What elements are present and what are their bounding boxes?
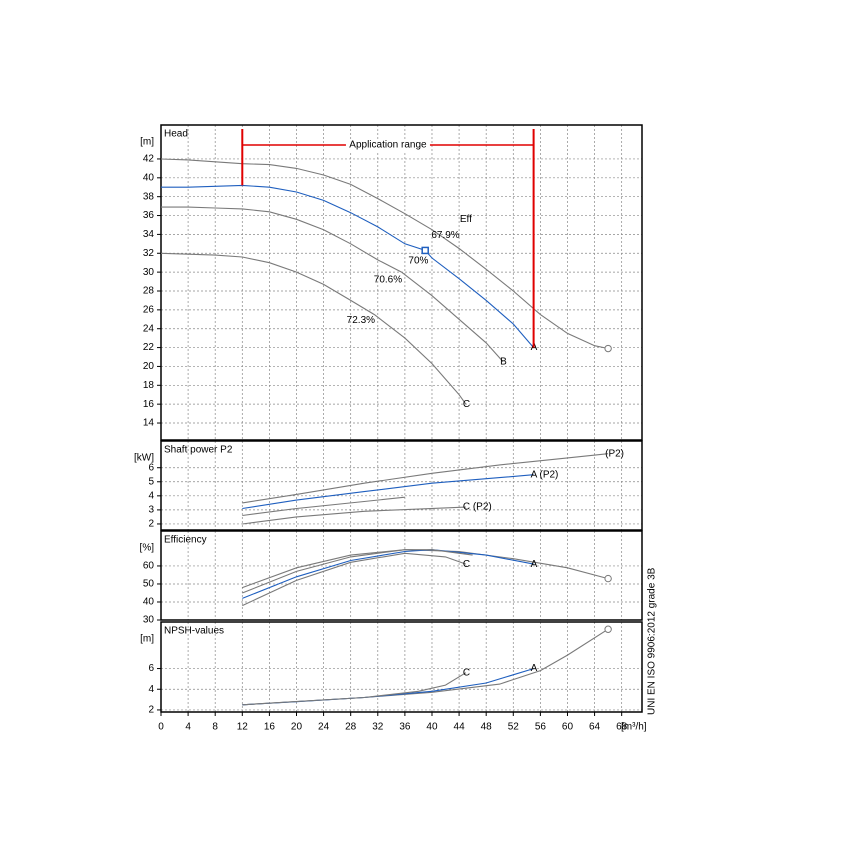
range-label-bg bbox=[345, 139, 430, 151]
x-tick-label: 28 bbox=[345, 722, 357, 733]
y-tick-label: 6 bbox=[148, 462, 154, 473]
y-tick-label: 16 bbox=[143, 399, 155, 410]
end-marker bbox=[604, 574, 612, 583]
annotation: 70.6% bbox=[374, 274, 402, 285]
x-tick-label: 16 bbox=[264, 722, 276, 733]
y-tick-label: 42 bbox=[143, 154, 155, 165]
x-tick-label: 64 bbox=[589, 722, 601, 733]
curve bbox=[242, 506, 466, 525]
panel-title: Efficiency bbox=[164, 535, 207, 546]
x-tick-label: 48 bbox=[481, 722, 493, 733]
range-label: Application range bbox=[349, 140, 427, 151]
curve bbox=[242, 453, 609, 504]
panel-title: NPSH-values bbox=[164, 626, 224, 637]
y-tick-label: 32 bbox=[143, 248, 155, 259]
x-tick-label: 40 bbox=[426, 722, 438, 733]
y-tick-label: 6 bbox=[148, 663, 154, 674]
panel-frame bbox=[160, 621, 643, 713]
y-tick-label: 14 bbox=[143, 418, 155, 429]
x-tick-label: 56 bbox=[535, 722, 547, 733]
curve bbox=[242, 552, 467, 607]
annotation: 67.9% bbox=[431, 230, 459, 241]
y-tick-label: 20 bbox=[143, 361, 155, 372]
x-tick-label: 20 bbox=[291, 722, 303, 733]
curve-label: A (P2) bbox=[531, 469, 559, 480]
panel-frame bbox=[160, 440, 643, 531]
y-unit: [kW] bbox=[134, 453, 154, 464]
curve-label: C bbox=[463, 667, 470, 678]
curve bbox=[242, 549, 609, 589]
curve-label: C bbox=[463, 399, 470, 410]
curve bbox=[160, 158, 609, 350]
curve bbox=[242, 474, 534, 510]
curve bbox=[242, 672, 467, 706]
y-tick-label: 4 bbox=[148, 684, 154, 695]
y-tick-label: 28 bbox=[143, 286, 155, 297]
curve-label: C bbox=[463, 559, 470, 570]
x-tick-label: 52 bbox=[508, 722, 520, 733]
panel-title: Shaft power P2 bbox=[164, 445, 233, 456]
x-tick-label: 32 bbox=[372, 722, 384, 733]
curve-label: C (P2) bbox=[463, 502, 492, 513]
curve-label: A bbox=[531, 559, 538, 570]
y-tick-label: 40 bbox=[143, 172, 155, 183]
annotation: Eff bbox=[460, 214, 472, 225]
y-tick-label: 2 bbox=[148, 705, 154, 716]
x-tick-label: 12 bbox=[237, 722, 249, 733]
curve-label: A bbox=[531, 342, 538, 353]
y-tick-label: 34 bbox=[143, 229, 155, 240]
y-tick-label: 30 bbox=[143, 615, 155, 626]
x-tick-label: 36 bbox=[399, 722, 411, 733]
curve-label: (P2) bbox=[605, 448, 624, 459]
y-tick-label: 60 bbox=[143, 561, 155, 572]
x-tick-label: 8 bbox=[212, 722, 218, 733]
curve bbox=[242, 549, 534, 599]
y-unit: [m] bbox=[140, 137, 154, 148]
end-marker bbox=[604, 344, 612, 353]
panel-frame bbox=[160, 124, 643, 441]
panel-frame bbox=[160, 530, 643, 621]
curve bbox=[161, 184, 535, 348]
x-tick-label: 0 bbox=[158, 722, 164, 733]
y-tick-label: 30 bbox=[143, 267, 155, 278]
y-tick-label: 38 bbox=[143, 191, 155, 202]
y-tick-label: 22 bbox=[143, 342, 155, 353]
x-tick-label: 44 bbox=[454, 722, 466, 733]
y-tick-label: 2 bbox=[148, 519, 154, 530]
y-unit: [m] bbox=[140, 634, 154, 645]
y-tick-label: 24 bbox=[143, 323, 155, 334]
panel-title: Head bbox=[164, 129, 188, 140]
x-unit: [m³/h] bbox=[621, 722, 647, 733]
x-tick-label: 60 bbox=[562, 722, 574, 733]
x-tick-label: 24 bbox=[318, 722, 330, 733]
curve bbox=[161, 206, 504, 363]
end-marker bbox=[604, 625, 612, 633]
y-tick-label: 18 bbox=[143, 380, 155, 391]
y-unit: [%] bbox=[140, 543, 155, 554]
standard-note: UNI EN ISO 9906:2012 grade 3B bbox=[647, 567, 658, 715]
y-tick-label: 50 bbox=[143, 579, 155, 590]
y-tick-label: 5 bbox=[148, 476, 154, 487]
x-tick-label: 4 bbox=[185, 722, 191, 733]
curve bbox=[160, 252, 467, 405]
y-tick-label: 40 bbox=[143, 597, 155, 608]
x-tick-label: 68 bbox=[616, 722, 628, 733]
curve-label: B bbox=[500, 356, 507, 367]
operating-point bbox=[421, 246, 429, 255]
y-tick-label: 36 bbox=[143, 210, 155, 221]
annotation: 72.3% bbox=[347, 315, 375, 326]
curve-label: A bbox=[531, 663, 538, 674]
y-tick-label: 3 bbox=[148, 505, 154, 516]
y-tick-label: 4 bbox=[148, 490, 154, 501]
y-tick-label: 26 bbox=[143, 304, 155, 315]
annotation: 70% bbox=[408, 255, 428, 266]
curve bbox=[242, 496, 405, 517]
curve bbox=[242, 549, 473, 594]
